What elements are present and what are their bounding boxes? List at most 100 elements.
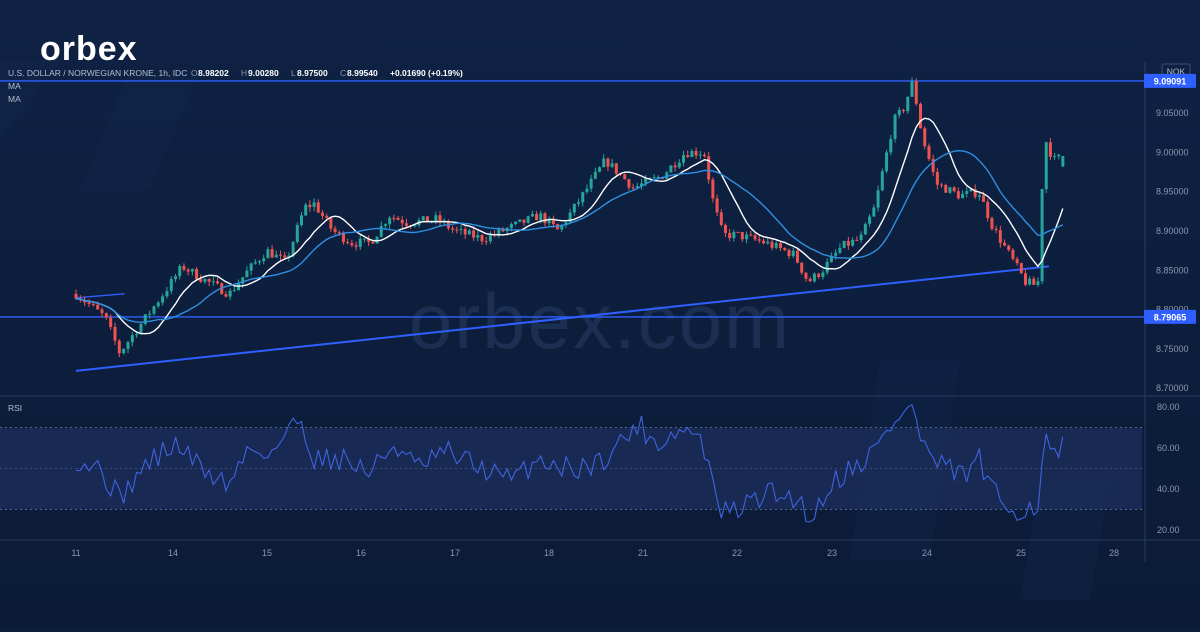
candle-body <box>1023 273 1027 285</box>
candle-body <box>606 158 610 167</box>
candle-body <box>977 195 981 197</box>
candle-body <box>677 162 681 168</box>
candle-body <box>375 236 379 244</box>
rsi-axis[interactable]: 80.00 60.00 40.00 20.00 <box>1157 402 1180 535</box>
candle-body <box>876 190 880 208</box>
candle-body <box>598 167 602 172</box>
candle-body <box>914 81 918 104</box>
candle-body <box>863 223 867 235</box>
trendlines <box>75 265 1050 372</box>
candle-body <box>413 225 417 227</box>
candle-body <box>135 333 139 336</box>
candle-body <box>245 270 249 278</box>
candle-body <box>825 262 829 273</box>
candle-body <box>216 281 220 284</box>
candle-body <box>1053 156 1057 158</box>
price-tick-label-3: 8.95000 <box>1156 187 1189 197</box>
rsi-tick-label-4: 20.00 <box>1157 525 1180 535</box>
candle-body <box>211 281 215 283</box>
candle-body <box>804 272 808 279</box>
rsi-series <box>76 403 1064 523</box>
candle-body <box>1036 281 1040 285</box>
candle-body <box>673 165 677 168</box>
candle-body <box>1061 155 1065 167</box>
candle-body <box>207 278 211 282</box>
candle-body <box>320 212 324 216</box>
candle-body <box>165 291 169 297</box>
candle-body <box>148 313 152 315</box>
candle-body <box>812 273 816 282</box>
candle-body <box>543 213 547 224</box>
candle-body <box>880 171 884 191</box>
price-tick-label-4: 8.90000 <box>1156 226 1189 236</box>
currency-label: NOK <box>1167 67 1186 77</box>
price-axis[interactable]: 9.05000 9.00000 8.95000 8.90000 8.85000 8.800… <box>1156 108 1189 393</box>
candle-body <box>539 213 543 221</box>
candle-body <box>766 241 770 244</box>
candle-body <box>379 225 383 237</box>
candle-body <box>1011 249 1015 259</box>
candle-body <box>287 255 291 258</box>
candle-body <box>241 277 245 284</box>
candle-body <box>927 146 931 159</box>
candle-body <box>362 238 366 240</box>
candle-body <box>602 158 606 168</box>
indicator-ma-1: MA <box>8 81 21 91</box>
ohlc-open-key: O <box>191 68 198 78</box>
ohlc-high-key: H <box>241 68 247 78</box>
candle-body <box>564 222 568 225</box>
candle-body <box>635 186 639 188</box>
candle-body <box>161 296 165 303</box>
candle-body <box>940 184 944 186</box>
candle-body <box>817 273 821 277</box>
time-tick-label-8: 22 <box>732 548 742 558</box>
candle-body <box>312 202 316 207</box>
candle-body <box>463 229 467 235</box>
candle-body <box>965 191 969 194</box>
candle-body <box>224 294 228 297</box>
candle-body <box>270 249 274 258</box>
candle-body <box>143 314 147 324</box>
candle-body <box>488 234 492 242</box>
candle-body <box>203 278 207 282</box>
candle-body <box>459 229 463 231</box>
rsi-tick-label-1: 80.00 <box>1157 402 1180 412</box>
candle-body <box>291 242 295 256</box>
candle-body <box>350 243 354 246</box>
candle-body <box>396 217 400 220</box>
candle-body <box>404 223 408 226</box>
candle-body <box>834 252 838 256</box>
candle-body <box>438 215 442 223</box>
trendline-2 <box>75 293 125 299</box>
candle-body <box>484 241 488 243</box>
candle-body <box>83 300 87 303</box>
candle-body <box>842 240 846 248</box>
orbex-logo: orbex <box>40 30 137 68</box>
ohlc-high-value: 9.00280 <box>248 68 279 78</box>
time-tick-label-3: 15 <box>262 548 272 558</box>
ma-fast-line <box>75 117 1064 335</box>
candle-body <box>476 235 480 238</box>
trendline-1 <box>75 265 1050 372</box>
candle-body <box>130 335 134 343</box>
candle-body <box>253 262 257 264</box>
candle-body <box>821 272 825 277</box>
candle-body <box>199 279 203 282</box>
ohlc-low-value: 8.97500 <box>297 68 328 78</box>
candle-body <box>829 255 833 263</box>
candle-body <box>169 279 173 292</box>
level-label-2: 8.79065 <box>1154 312 1187 322</box>
candle-body <box>1032 278 1036 285</box>
candle-body <box>791 250 795 257</box>
time-axis[interactable]: 11 14 15 16 17 18 21 22 23 24 25 28 <box>71 548 1119 558</box>
candle-body <box>1048 142 1052 157</box>
candle-body <box>855 239 859 241</box>
candle-body <box>885 152 889 172</box>
candle-body <box>232 290 236 292</box>
candle-body <box>889 138 893 153</box>
candle-body <box>509 224 513 228</box>
candle-body <box>669 165 673 173</box>
